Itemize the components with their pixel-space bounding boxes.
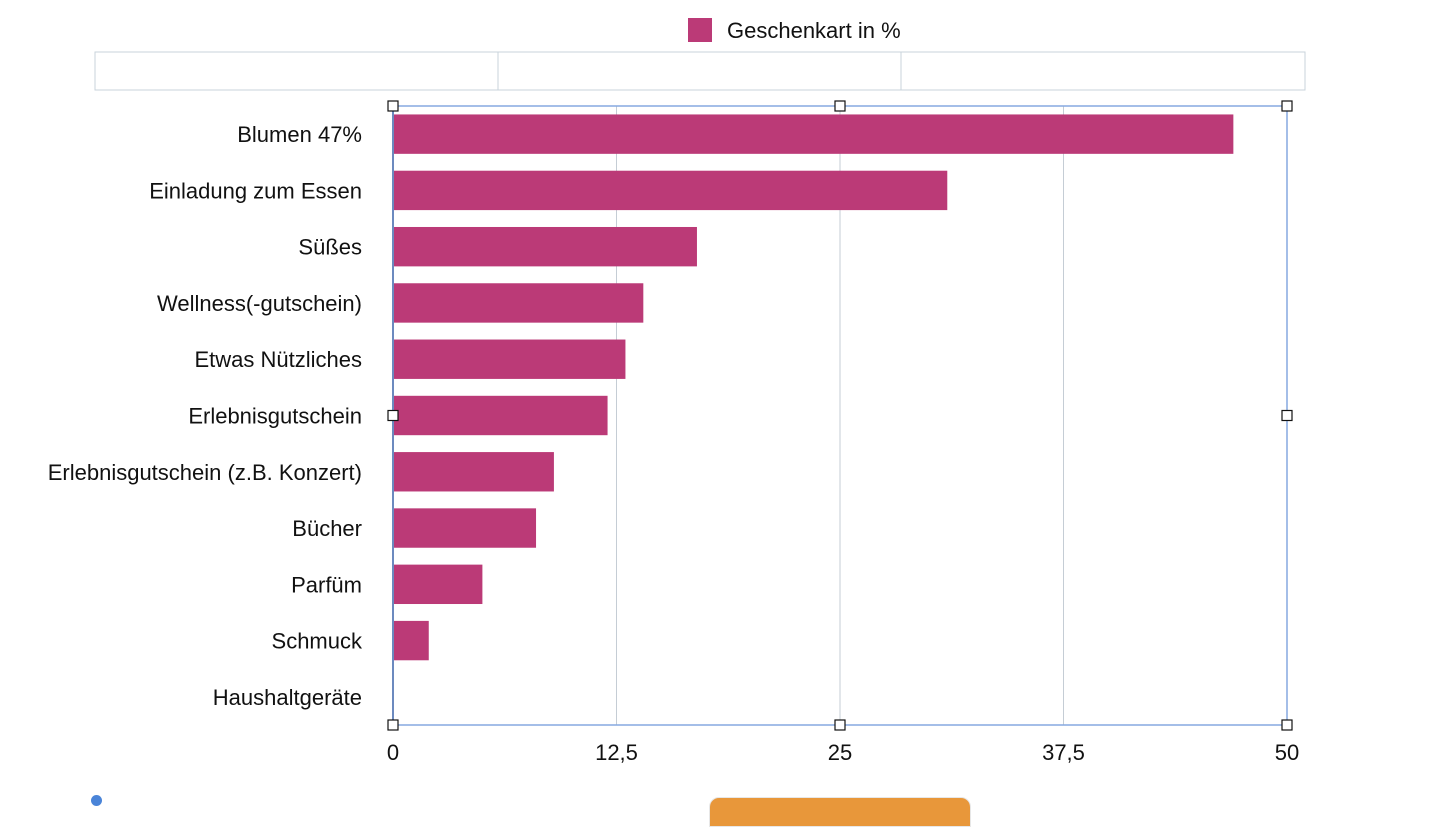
legend-label: Geschenkart in % <box>727 18 901 43</box>
resize-handle[interactable] <box>1281 409 1293 422</box>
x-tick-label: 25 <box>828 740 852 765</box>
resize-handle[interactable] <box>387 719 399 731</box>
resize-handle[interactable] <box>387 409 399 422</box>
bar <box>393 283 644 323</box>
x-tick-label: 50 <box>1275 740 1299 765</box>
resize-handle[interactable] <box>387 100 399 112</box>
header-placeholder-strip <box>94 51 1306 91</box>
orange-tab-button[interactable] <box>709 797 971 827</box>
category-label: Blumen 47% <box>237 122 362 147</box>
bar <box>393 114 1234 154</box>
resize-handle[interactable] <box>1281 100 1293 112</box>
resize-handle[interactable] <box>1281 719 1293 731</box>
category-label: Schmuck <box>272 629 363 654</box>
bar <box>393 339 626 379</box>
x-tick-labels: 0 12,5 25 37,5 50 <box>387 740 1299 765</box>
category-label: Parfüm <box>291 572 362 597</box>
legend-swatch <box>688 18 712 42</box>
x-tick-label: 0 <box>387 740 399 765</box>
cursor-dot <box>91 795 102 806</box>
bar <box>393 452 554 492</box>
bar <box>393 620 429 661</box>
selection-frame[interactable] <box>387 100 1293 731</box>
category-label: Wellness(-gutschein) <box>157 291 362 316</box>
category-label: Erlebnisgutschein (z.B. Konzert) <box>48 460 362 485</box>
resize-handle[interactable] <box>834 719 846 731</box>
x-tick-label: 37,5 <box>1042 740 1085 765</box>
category-label: Haushaltgeräte <box>213 685 362 710</box>
category-label: Erlebnisgutschein <box>188 404 362 429</box>
bar <box>393 226 697 267</box>
category-labels: Blumen 47% Einladung zum Essen Süßes Wellne… <box>48 122 363 710</box>
x-tick-label: 12,5 <box>595 740 638 765</box>
bar <box>393 564 483 605</box>
bar <box>393 508 537 548</box>
bar <box>393 170 948 211</box>
bar-chart[interactable]: Geschenkart in % Blumen 47% Einladung zum… <box>0 0 1442 806</box>
category-label: Etwas Nützliches <box>194 347 362 372</box>
category-label: Süßes <box>298 235 362 260</box>
bars <box>393 114 1234 661</box>
resize-handle[interactable] <box>834 100 846 112</box>
category-label: Bücher <box>292 516 362 541</box>
category-label: Einladung zum Essen <box>149 178 362 203</box>
bar <box>393 395 608 436</box>
